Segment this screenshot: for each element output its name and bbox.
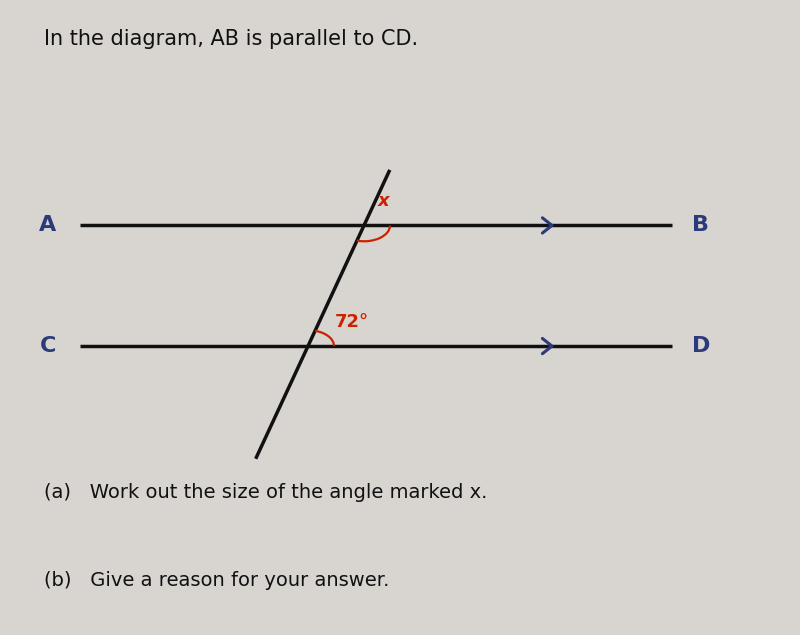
Text: x: x (378, 192, 390, 210)
Text: (b)   Give a reason for your answer.: (b) Give a reason for your answer. (44, 572, 390, 591)
Text: (a)   Work out the size of the angle marked x.: (a) Work out the size of the angle marke… (44, 483, 487, 502)
Text: In the diagram, AB is parallel to CD.: In the diagram, AB is parallel to CD. (44, 29, 418, 48)
Text: A: A (38, 215, 56, 236)
Text: 72°: 72° (335, 313, 369, 331)
Text: D: D (692, 336, 710, 356)
Text: C: C (40, 336, 56, 356)
Text: B: B (692, 215, 709, 236)
